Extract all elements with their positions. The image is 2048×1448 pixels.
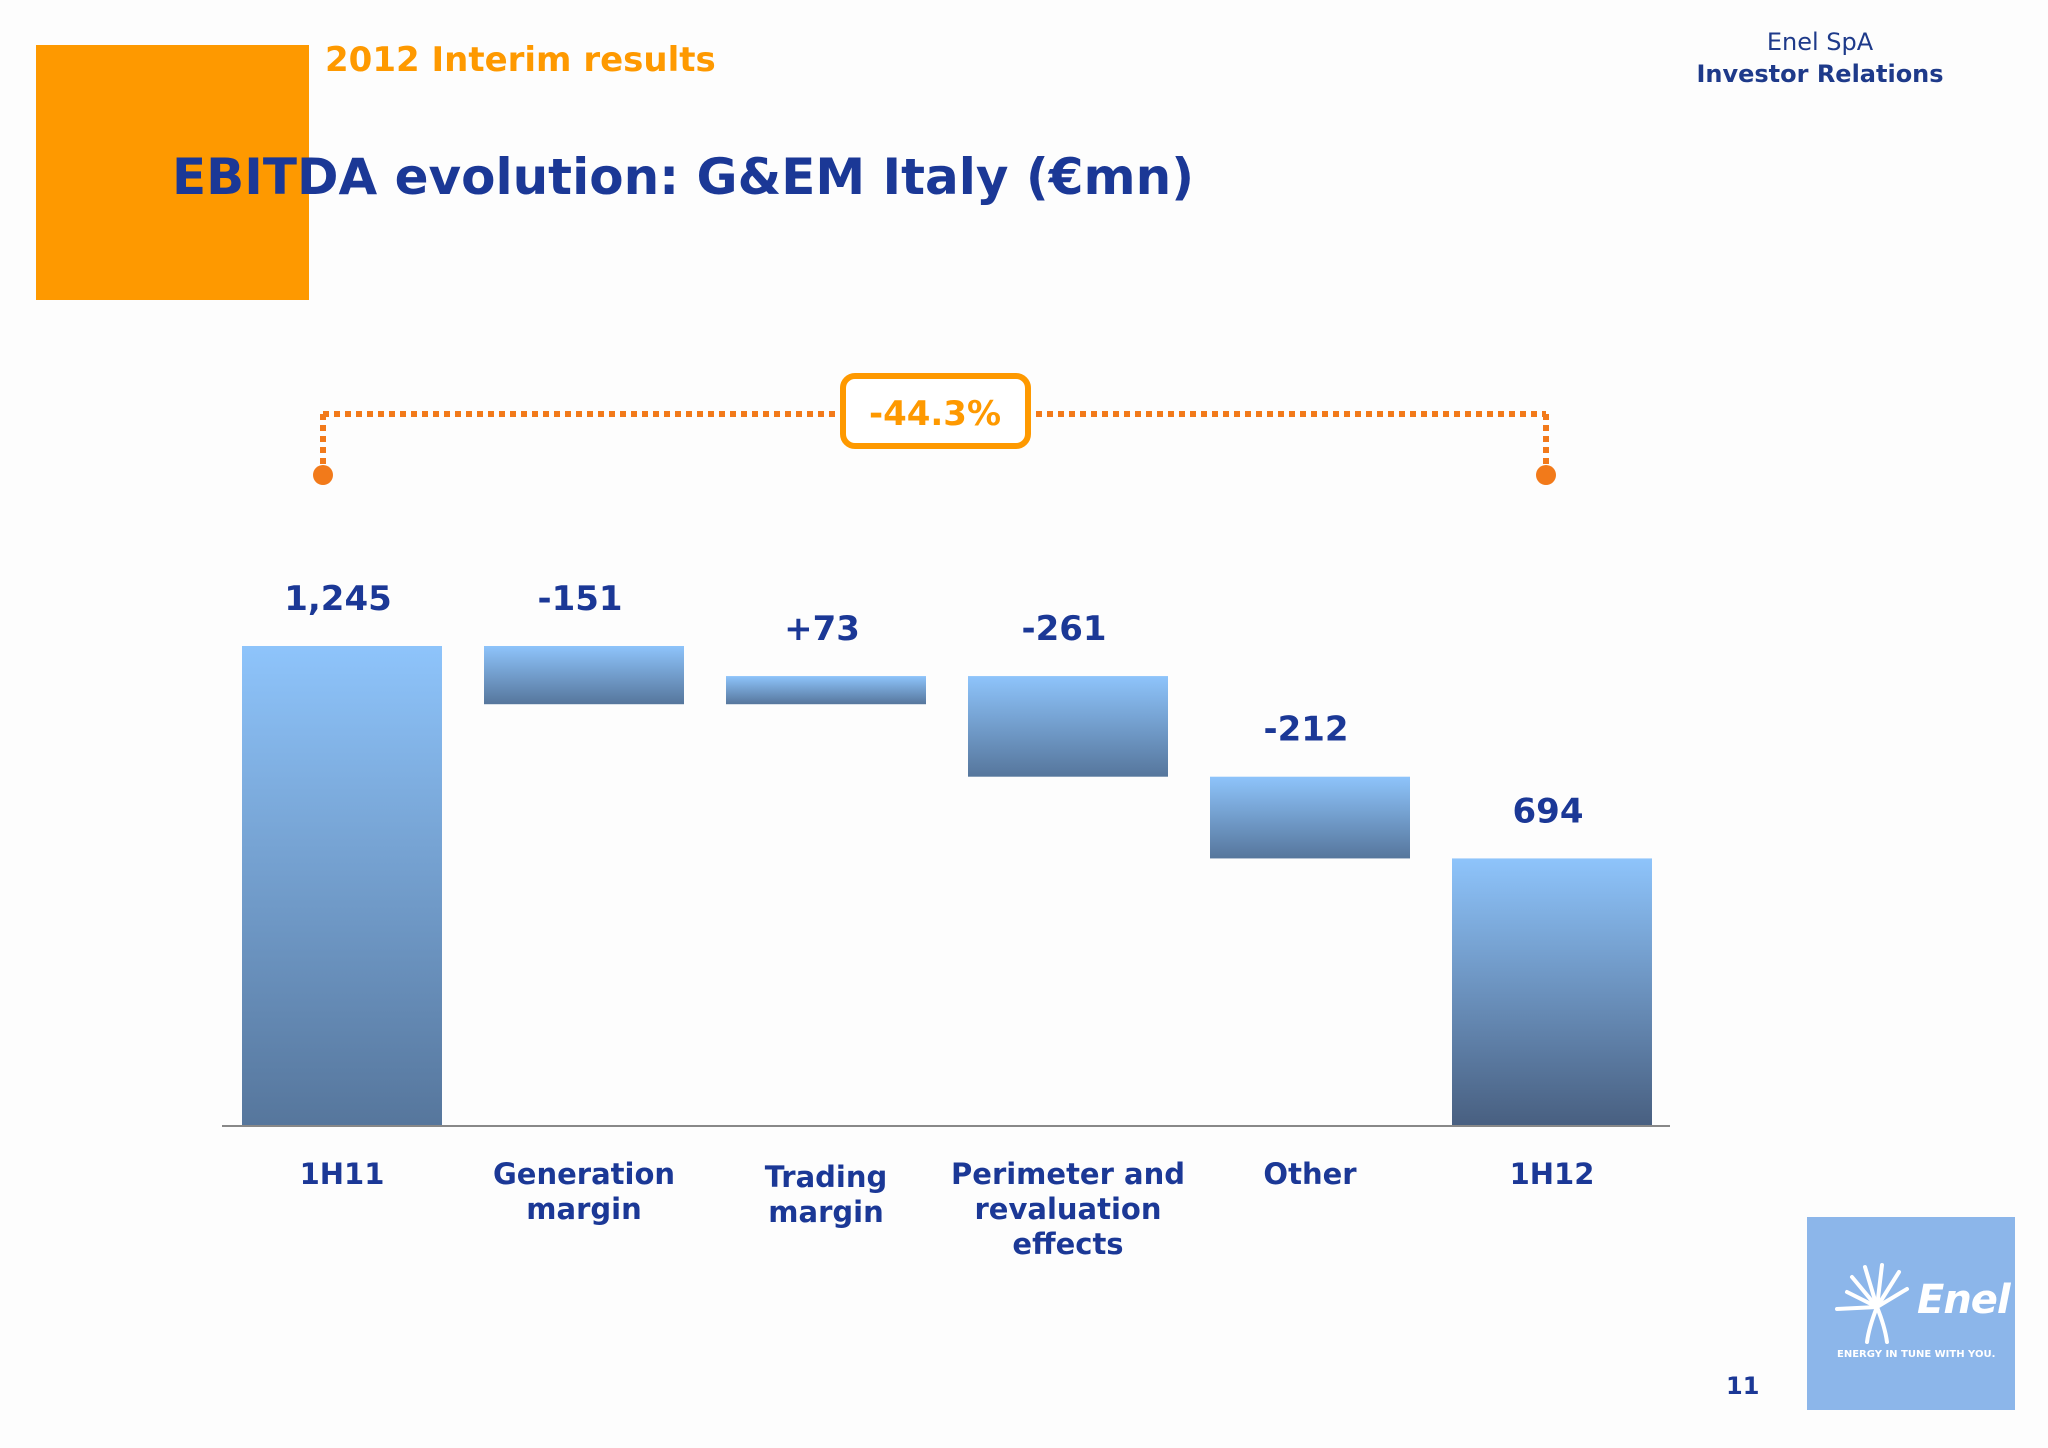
category-label: 1H12 (1509, 1157, 1595, 1191)
company-name: Enel SpA (1766, 28, 1874, 56)
bar-value-label: -151 (537, 579, 622, 619)
bracket-dot-left (313, 465, 333, 485)
change-bracket: -44.3% (313, 373, 1556, 485)
waterfall-bar (968, 676, 1168, 777)
enel-logo: Enel ENERGY IN TUNE WITH YOU. (1807, 1217, 2015, 1410)
category-label: Perimeter and revaluation effects (951, 1157, 1185, 1261)
category-label: Other (1263, 1157, 1357, 1191)
category-label: Generation margin (492, 1157, 676, 1226)
company-header: Enel SpA Investor Relations (1640, 28, 2000, 88)
waterfall-bar (726, 676, 926, 705)
waterfall-bar (1210, 776, 1410, 859)
enel-tree-icon (1835, 1263, 1909, 1344)
page-number: 11 (1726, 1372, 1760, 1400)
bracket-dot-right (1536, 465, 1556, 485)
bar-value-label: 1,245 (284, 579, 392, 619)
department-name: Investor Relations (1696, 60, 1944, 88)
logo-tagline: ENERGY IN TUNE WITH YOU. (1837, 1349, 1996, 1360)
bar-value-label: 694 (1513, 791, 1584, 831)
slide-subtitle: 2012 Interim results (325, 40, 716, 80)
waterfall-bar (1452, 858, 1652, 1126)
waterfall-bar (242, 646, 442, 1126)
change-badge (840, 373, 1031, 449)
bar-value-label: -212 (1263, 710, 1348, 750)
bar-value-label: +73 (784, 609, 860, 649)
change-percent-label: -44.3% (869, 394, 1001, 434)
category-label: 1H11 (299, 1157, 385, 1191)
logo-wordmark: Enel (1917, 1277, 2011, 1323)
orange-accent-block (36, 45, 309, 300)
category-label: Trading margin (764, 1160, 888, 1229)
bar-value-label: -261 (1021, 609, 1106, 649)
waterfall-bar (484, 646, 684, 705)
slide-title: EBITDA evolution: G&EM Italy (€mn) (172, 148, 1195, 206)
